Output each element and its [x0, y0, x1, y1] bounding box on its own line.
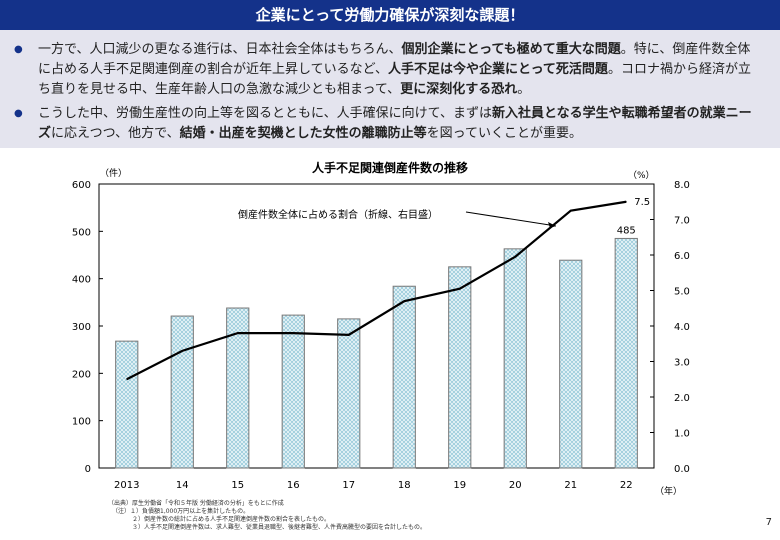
annotation-leader	[465, 211, 557, 227]
bold-text: 人手不足は今や企業にとって死活問題	[387, 62, 608, 77]
x-tick-label: 16	[287, 480, 300, 491]
note-source: （出典）厚生労働省「令和５年版 労働経済の分析」をもとに作成	[108, 500, 284, 507]
text: こうした中、労働生産性の向上等を図るとともに、人手確保に向けて、まずは	[38, 106, 492, 121]
text: 。コロナ禍から経済が立ち直りを見せる中、生産年齢人口の急激な減少とも相まって、	[38, 62, 751, 97]
line-point	[403, 300, 405, 302]
x-tick-label: 19	[453, 480, 466, 491]
line-point	[292, 332, 294, 334]
left-tick-label: 100	[72, 417, 91, 428]
right-tick-label: 4.0	[674, 322, 690, 333]
left-axis-unit: （件）	[100, 167, 127, 179]
text: に応えつつ、他方で、	[51, 126, 180, 141]
bold-text: 更に深刻化する恐れ	[400, 82, 518, 97]
chart-title: 人手不足関連倒産件数の推移	[312, 160, 468, 175]
right-tick-label: 2.0	[674, 393, 690, 404]
bold-text: 個別企業にとっても極めて重大な問題	[401, 42, 621, 57]
right-tick-label: 0.0	[674, 464, 690, 475]
line-point	[570, 210, 572, 212]
text: 一方で、人口減少の更なる進行は、日本社会全体はもちろん、	[38, 42, 402, 57]
bar-17	[337, 318, 361, 469]
x-tick-label: 17	[342, 480, 355, 491]
slide-title: 企業にとって労働力確保が深刻な課題！	[0, 0, 780, 30]
page-number: 7	[765, 517, 772, 528]
arrow-head-icon	[548, 222, 556, 228]
line-annotation: 倒産件数全体に占める割合（折線、右目盛）	[238, 208, 438, 221]
bullet-box: ● 一方で、人口減少の更なる進行は、日本社会全体はもちろん、個別企業にとっても極め…	[0, 30, 780, 148]
bar-22	[614, 237, 638, 469]
bold-text: 結婚・出産を契機とした女性の離職防止等	[179, 126, 427, 141]
right-axis-unit: （%）	[628, 170, 655, 181]
line-point	[237, 332, 239, 334]
x-tick-label: 2013	[114, 480, 139, 491]
line-point	[181, 350, 183, 352]
left-tick-label: 0	[85, 464, 91, 475]
ratio-line	[126, 200, 627, 381]
x-tick-label: 18	[398, 480, 411, 491]
text: 。	[517, 82, 531, 97]
bar-2013	[115, 340, 139, 469]
right-tick-label: 8.0	[674, 180, 690, 191]
bullet-1: ● 一方で、人口減少の更なる進行は、日本社会全体はもちろん、個別企業にとっても極め…	[14, 40, 758, 100]
x-tick-label: 21	[564, 480, 577, 491]
bar-20	[503, 248, 527, 469]
line-point	[514, 256, 516, 258]
right-tick-label: 6.0	[674, 251, 690, 262]
line-point	[459, 288, 461, 290]
notes: （出典）厚生労働省「令和５年版 労働経済の分析」をもとに作成 （注）１）負債額1…	[108, 500, 426, 532]
note-2: ２）倒産件数の総計に占める人手不足関連倒産件数の割合を表したもの。	[132, 516, 331, 523]
left-tick-label: 500	[72, 227, 91, 238]
x-axis-unit: （年）	[655, 485, 682, 497]
left-tick-label: 600	[72, 180, 91, 191]
x-tick-label: 20	[509, 480, 522, 491]
right-tick-label: 1.0	[674, 429, 690, 440]
line-point	[625, 201, 627, 203]
bar-16	[281, 314, 305, 469]
bullet-2: ● こうした中、労働生産性の向上等を図るとともに、人手確保に向けて、まずは新入社員…	[14, 104, 758, 144]
bar-15	[226, 307, 250, 469]
line-data-label: 7.5	[634, 197, 650, 208]
bullet-icon: ●	[14, 44, 23, 55]
bold-text: 新入社員となる学生や転職希望者の就業ニーズ	[38, 106, 752, 141]
chart: 人手不足関連倒産件数の推移 （件） （%） （年） 倒産件数全体に占める割合（折…	[72, 160, 690, 497]
x-tick-label: 14	[176, 480, 189, 491]
bullet-icon: ●	[14, 108, 23, 119]
right-tick-label: 5.0	[674, 287, 690, 298]
left-tick-label: 300	[72, 322, 91, 333]
bar-21	[559, 259, 583, 469]
x-tick-label: 15	[231, 480, 244, 491]
x-tick-label: 22	[620, 480, 633, 491]
text: 。特に、倒産件数全体に占める人手不足関連倒産の割合が近年上昇しているなど、	[38, 42, 751, 77]
right-tick-label: 7.0	[674, 216, 690, 227]
right-tick-label: 3.0	[674, 358, 690, 369]
bar-14	[170, 315, 194, 469]
bar-data-label: 485	[617, 225, 636, 236]
line-point	[348, 334, 350, 336]
bar-18	[392, 285, 416, 469]
text: を図っていくことが重要。	[426, 126, 582, 141]
note-1: （注）１）負債額1,000万円以上を集計したもの。	[112, 508, 250, 515]
left-tick-label: 400	[72, 275, 91, 286]
left-tick-label: 200	[72, 369, 91, 380]
note-3: ３）人手不足関連倒産件数は、求人難型、従業員退職型、後継者難型、人件費高騰型の要…	[132, 524, 427, 531]
line-point	[126, 378, 128, 380]
bar-19	[448, 266, 472, 469]
